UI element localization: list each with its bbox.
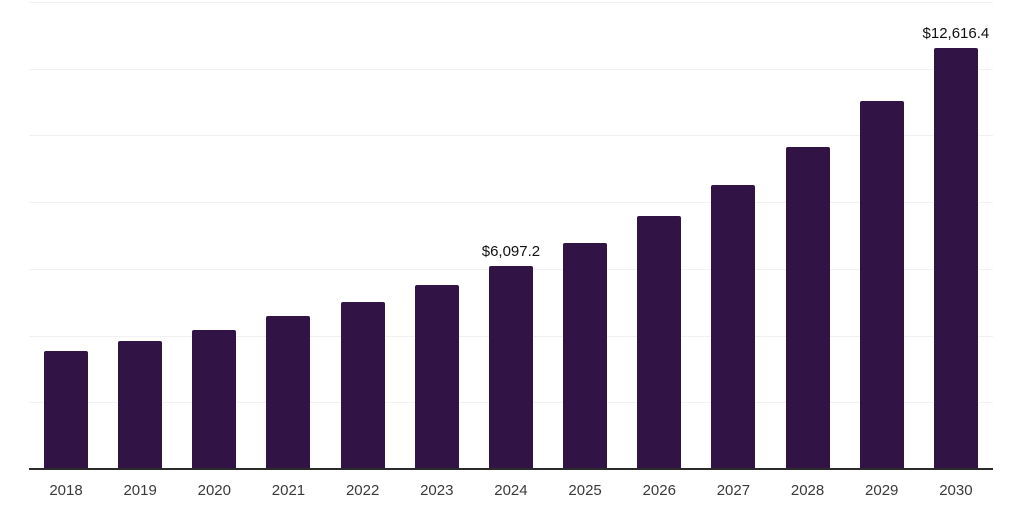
gridline (29, 135, 993, 137)
bar-slot (414, 2, 459, 469)
gridline (29, 2, 993, 3)
x-tick-label: 2021 (271, 482, 306, 499)
gridline (29, 202, 993, 204)
x-tick-label: 2023 (420, 482, 454, 499)
bar-slot (340, 2, 385, 469)
bar-value-label: $6,097.2 (481, 242, 541, 260)
plot-area: $6,097.2 $12,616.4 (29, 2, 993, 469)
x-tick-label: 2028 (790, 482, 825, 499)
bar-2025 (563, 242, 608, 469)
bar-2023 (414, 284, 459, 469)
x-tick-label: 2020 (197, 482, 231, 499)
bar-2020 (192, 330, 237, 469)
gridline (29, 68, 993, 70)
bar-slot: $12,616.4 (923, 2, 989, 469)
bar-value-label: $12,616.4 (922, 25, 990, 43)
bar-2018 (44, 350, 88, 469)
bar-slot (44, 2, 88, 469)
x-tick-label: 2024 (494, 482, 528, 499)
bar-2030 (933, 48, 978, 469)
x-tick-label: 2025 (568, 482, 602, 499)
bar-2026 (637, 215, 682, 469)
x-tick-label: 2019 (123, 482, 157, 499)
x-axis-labels: 2018 2019 2020 2021 2022 2023 2024 2025 2026 2027… (29, 482, 993, 500)
bar-slot (563, 2, 608, 469)
bar-2019 (118, 341, 163, 469)
x-tick-label: 2022 (345, 482, 380, 499)
bar-slot (637, 2, 682, 469)
x-tick-label: 2018 (49, 482, 83, 499)
bar-slot: $6,097.2 (482, 2, 540, 469)
bar-2027 (711, 184, 756, 469)
x-tick-label: 2027 (716, 482, 751, 499)
bar-slot (118, 2, 163, 469)
bar-2029 (859, 100, 904, 469)
x-axis-line (29, 468, 993, 470)
bar-2022 (340, 302, 385, 469)
x-tick-label: 2030 (939, 482, 973, 499)
bars-row: $6,097.2 $12,616.4 (29, 2, 993, 469)
x-tick-label: 2026 (642, 482, 676, 499)
bar-2021 (266, 315, 311, 469)
bar-2028 (785, 147, 830, 469)
bar-slot (192, 2, 237, 469)
bar-2024 (488, 265, 533, 469)
bar-slot (711, 2, 756, 469)
bar-slot (785, 2, 830, 469)
x-tick-label: 2029 (865, 482, 899, 499)
bar-slot (859, 2, 904, 469)
bar-slot (266, 2, 311, 469)
